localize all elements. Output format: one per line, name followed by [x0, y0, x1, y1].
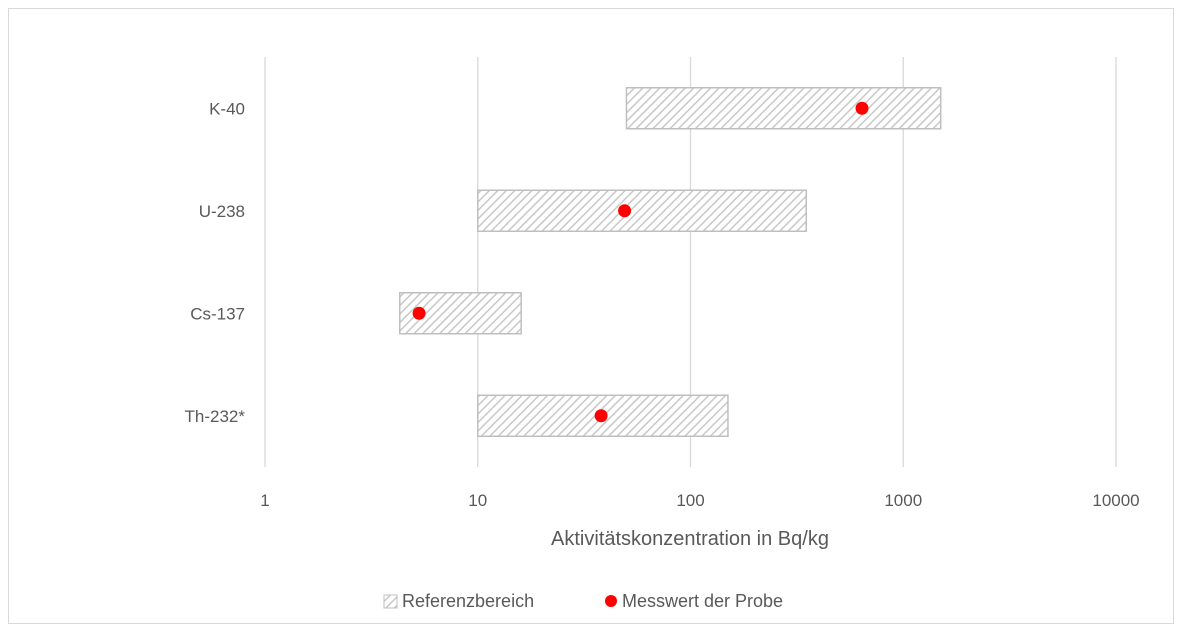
x-tick-label-10000: 10000: [1092, 491, 1139, 510]
legend-label-referenzbereich: Referenzbereich: [402, 591, 534, 611]
sample-point-k-40: [855, 101, 869, 115]
sample-point-th-232: [594, 409, 608, 423]
sample-point-cs-137: [412, 306, 426, 320]
category-label-th-232: Th-232*: [185, 407, 246, 426]
x-tick-label-1000: 1000: [884, 491, 922, 510]
legend-label-messwert: Messwert der Probe: [622, 591, 783, 611]
range-bars: [399, 87, 942, 437]
category-labels: K-40 U-238 Cs-137 Th-232*: [185, 99, 246, 426]
category-label-u-238: U-238: [199, 202, 245, 221]
category-label-k-40: K-40: [209, 99, 245, 118]
chart-frame: [8, 8, 1174, 624]
range-bar-u-238: [477, 189, 808, 232]
sample-point-u-238: [618, 204, 632, 218]
range-bar-k-40: [625, 87, 942, 130]
x-tick-labels: 1 10 100 1000 10000: [260, 491, 1139, 510]
x-tick-label-10: 10: [468, 491, 487, 510]
x-tick-label-100: 100: [676, 491, 704, 510]
legend-swatch-referenzbereich: [383, 594, 398, 609]
x-tick-label-1: 1: [260, 491, 269, 510]
category-label-cs-137: Cs-137: [190, 304, 245, 323]
x-axis-title: Aktivitätskonzentration in Bq/kg: [551, 528, 829, 550]
legend-marker-messwert: [605, 595, 617, 607]
legend: Referenzbereich Messwert der Probe: [383, 591, 783, 611]
sample-points: [412, 101, 869, 423]
